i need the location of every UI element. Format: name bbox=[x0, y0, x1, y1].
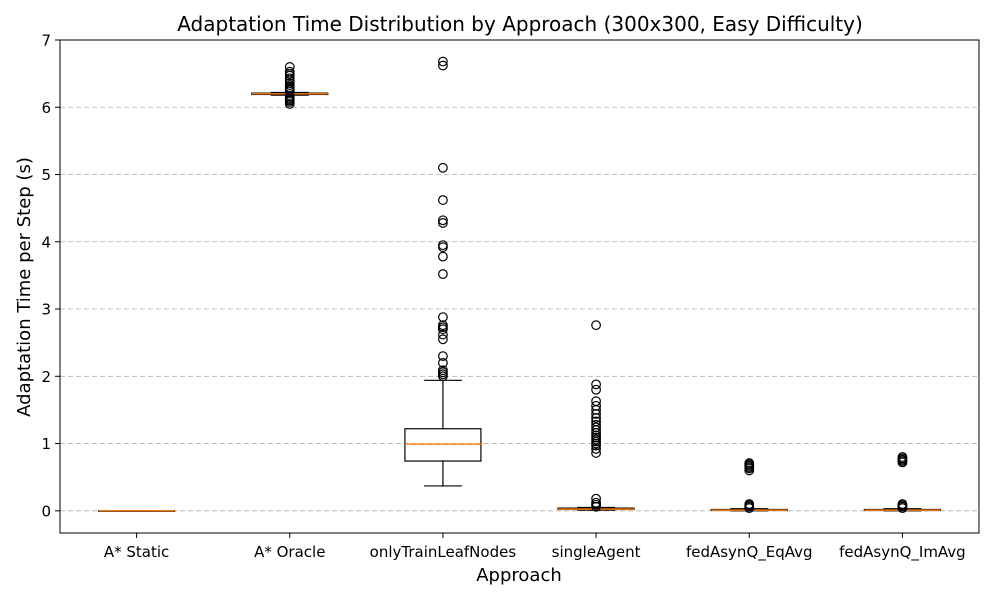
y-tick-label: 0 bbox=[41, 502, 51, 520]
outlier-point bbox=[744, 458, 755, 468]
outlier-point bbox=[438, 351, 448, 362]
x-tick-label: onlyTrainLeafNodes bbox=[370, 543, 517, 561]
outlier-point bbox=[897, 452, 908, 462]
box-group bbox=[404, 56, 482, 487]
y-axis-label: Adaptation Time per Step (s) bbox=[14, 157, 35, 417]
chart-title: Adaptation Time Distribution by Approach… bbox=[177, 12, 863, 36]
plot-frame bbox=[59, 39, 980, 534]
x-axis-label: Approach bbox=[476, 565, 562, 586]
outlier-point bbox=[591, 493, 601, 504]
outlier-point bbox=[438, 357, 448, 368]
outlier-point bbox=[591, 320, 601, 331]
y-tick-label: 4 bbox=[41, 233, 51, 251]
x-tick-label: fedAsynQ_EqAvg bbox=[686, 543, 813, 562]
outlier-point bbox=[744, 499, 755, 509]
x-tick-label: A* Oracle bbox=[254, 543, 325, 561]
box-group bbox=[97, 510, 176, 512]
grid-layer bbox=[60, 39, 979, 512]
x-tick-label: A* Static bbox=[104, 543, 169, 561]
outlier-point bbox=[438, 240, 448, 251]
outlier-point bbox=[438, 162, 448, 173]
outlier-point bbox=[591, 448, 601, 458]
y-tick-label: 6 bbox=[41, 99, 51, 117]
x-tick-label: singleAgent bbox=[552, 543, 641, 561]
outlier-point bbox=[591, 379, 601, 390]
outlier-point bbox=[438, 56, 448, 67]
y-tick-label: 2 bbox=[41, 368, 51, 386]
box-group bbox=[710, 458, 788, 514]
plot-layer bbox=[97, 56, 942, 514]
outlier-point bbox=[438, 251, 448, 262]
y-tick-label: 3 bbox=[41, 301, 51, 319]
outlier-point bbox=[438, 365, 448, 376]
outlier-point bbox=[591, 497, 601, 508]
outlier-point bbox=[591, 422, 601, 433]
outlier-point bbox=[897, 499, 908, 509]
outlier-point bbox=[438, 329, 448, 340]
outlier-point bbox=[591, 416, 601, 427]
outlier-point bbox=[284, 66, 295, 77]
outlier-point bbox=[438, 312, 448, 323]
box-group bbox=[863, 452, 942, 514]
outlier-point bbox=[438, 60, 448, 71]
y-tick-label: 5 bbox=[41, 166, 51, 184]
outlier-point bbox=[284, 78, 295, 88]
outlier-point bbox=[284, 73, 295, 84]
outlier-point bbox=[438, 269, 448, 279]
outlier-point bbox=[438, 218, 448, 228]
outlier-point bbox=[438, 334, 448, 345]
axis-layer: 0 1 2 3 4 5 6 7 A* Static A* Oracle onlyTrainLeafN… bbox=[41, 32, 965, 563]
outlier-point bbox=[438, 215, 448, 226]
outlier-point bbox=[591, 419, 601, 430]
outlier-point bbox=[591, 384, 601, 395]
x-tick-label: fedAsynQ_ImAvg bbox=[839, 543, 966, 562]
box-group bbox=[251, 62, 329, 109]
outlier-point bbox=[591, 400, 601, 411]
y-tick-label: 1 bbox=[41, 435, 51, 453]
outlier-point bbox=[438, 195, 448, 205]
outlier-point bbox=[591, 444, 601, 454]
outlier-point bbox=[438, 242, 448, 253]
outlier-point bbox=[591, 396, 601, 407]
outlier-point bbox=[284, 62, 295, 72]
box-group bbox=[557, 320, 635, 512]
y-tick-label: 7 bbox=[41, 32, 51, 50]
